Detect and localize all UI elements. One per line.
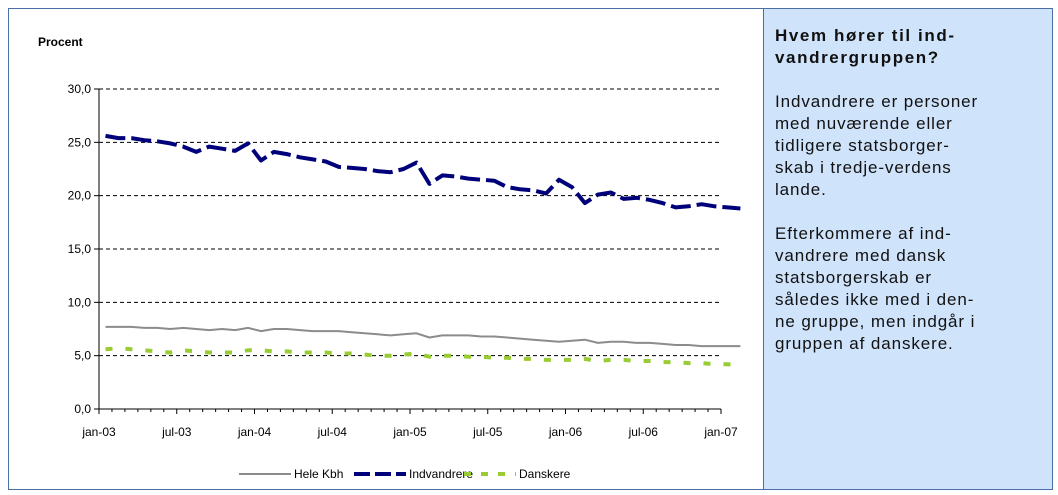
info-paragraph-2: Efterkommere af ind- vandrere med dansk … <box>775 223 1042 355</box>
y-tick-label: 5,0 <box>74 349 91 363</box>
info-text-line: statsborgerskab er <box>775 268 932 287</box>
info-panel: Hvem hører til ind- vandrergruppen? Indv… <box>764 9 1052 489</box>
y-tick-label: 0,0 <box>74 402 91 416</box>
info-text-line: tidligere statsborger- <box>775 136 950 155</box>
y-tick-label: 20,0 <box>68 189 92 203</box>
legend: Hele Kbh Indvandrere Danskere <box>239 467 571 481</box>
x-tick-label: jul-05 <box>472 425 503 439</box>
series-line-indvandrere <box>105 133 741 211</box>
x-tick-label: jan-06 <box>548 425 583 439</box>
x-tick-label: jan-03 <box>81 425 116 439</box>
info-text-line: ne gruppe, men indgår i <box>775 312 976 331</box>
info-title: Hvem hører til ind- vandrergruppen? <box>775 25 1042 69</box>
info-text-line: lande. <box>775 180 827 199</box>
figure-frame: Procent 0,0 5,0 10,0 15,0 20,0 25,0 30,0 jan-03… <box>8 8 1053 490</box>
info-paragraph-1: Indvandrere er personer med nuværende el… <box>775 91 1042 201</box>
axes: 0,0 5,0 10,0 15,0 20,0 25,0 30,0 jan-03 jul-03 ja… <box>68 82 738 439</box>
x-tick-label: jan-05 <box>392 425 427 439</box>
y-tick-label: 10,0 <box>68 295 92 309</box>
grid-lines <box>99 88 721 357</box>
info-title-line: Hvem hører til ind- <box>775 26 956 45</box>
x-tick-label: jan-07 <box>703 425 738 439</box>
legend-label: Hele Kbh <box>294 467 343 481</box>
line-chart: Procent 0,0 5,0 10,0 15,0 20,0 25,0 30,0 jan-03… <box>38 35 741 481</box>
info-text-line: skab i tredje-verdens <box>775 158 952 177</box>
chart-panel: Procent 0,0 5,0 10,0 15,0 20,0 25,0 30,0 jan-03… <box>9 9 764 489</box>
info-text-line: Indvandrere er personer <box>775 92 979 111</box>
info-text-line: gruppen af danskere. <box>775 334 954 353</box>
legend-label: Danskere <box>519 467 571 481</box>
legend-label: Indvandrere <box>409 467 473 481</box>
x-tick-label: jul-03 <box>161 425 192 439</box>
y-tick-label: 25,0 <box>68 135 92 149</box>
x-tick-label: jul-04 <box>317 425 348 439</box>
x-tick-label: jul-06 <box>628 425 659 439</box>
info-text-line: vandrere med dansk <box>775 246 947 265</box>
series-line-hele-kbh <box>105 325 741 348</box>
info-text-line: med nuværende eller <box>775 114 953 133</box>
y-tick-label: 15,0 <box>68 242 92 256</box>
x-tick-label: jan-04 <box>237 425 272 439</box>
info-text-line: Efterkommere af ind- <box>775 224 952 243</box>
series-layer <box>105 133 741 368</box>
info-text-line: således ikke med i den- <box>775 290 975 309</box>
series-line-danskere <box>105 346 741 368</box>
info-title-line: vandrergruppen? <box>775 48 940 67</box>
y-tick-label: 30,0 <box>68 82 92 96</box>
y-axis-label: Procent <box>38 35 83 49</box>
